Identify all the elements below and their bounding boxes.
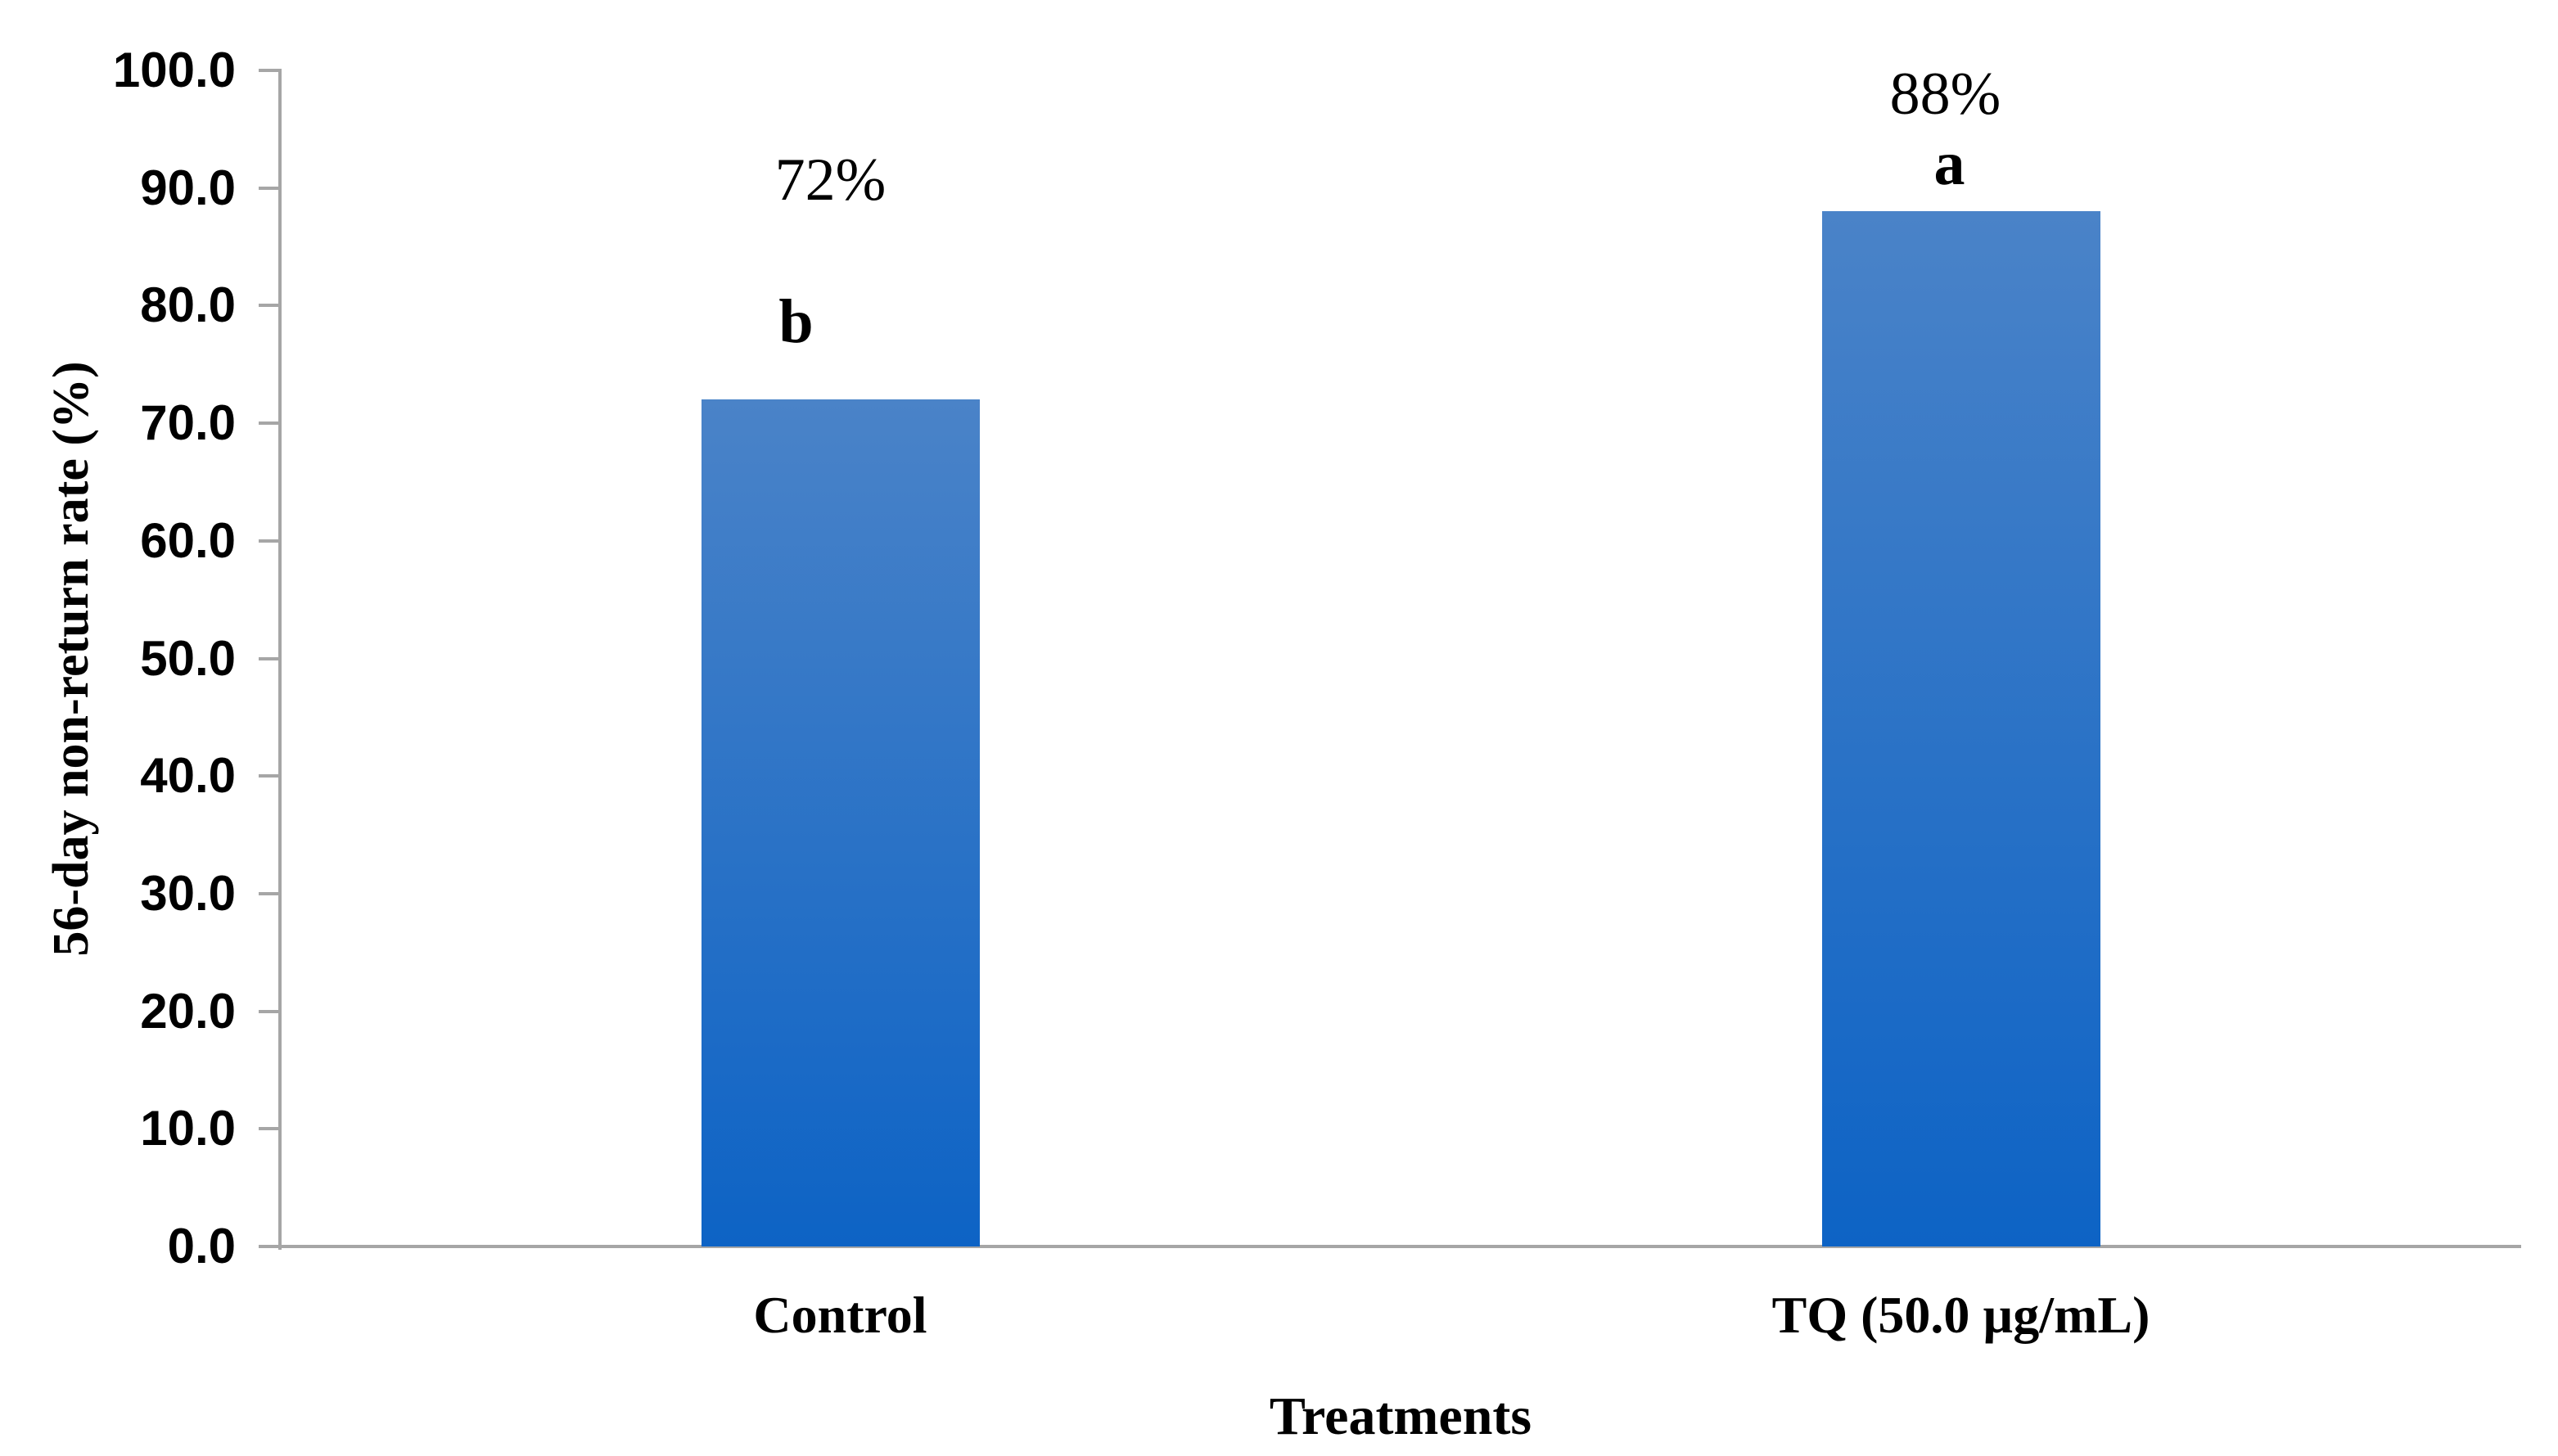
x-category-label: Control	[753, 1286, 927, 1344]
y-tick-label: 10.0	[140, 1101, 236, 1156]
y-tick-mark	[259, 1127, 280, 1131]
y-tick-label: 70.0	[140, 395, 236, 451]
y-tick-label: 90.0	[140, 160, 236, 215]
y-tick-label: 60.0	[140, 512, 236, 568]
y-tick-mark	[259, 304, 280, 308]
y-tick-label: 50.0	[140, 630, 236, 686]
bar-control	[701, 399, 980, 1246]
y-tick-label: 20.0	[140, 983, 236, 1039]
y-axis-title: 56-day non-return rate (%)	[43, 361, 99, 957]
x-axis-line	[280, 1245, 2521, 1248]
y-tick-mark	[259, 186, 280, 190]
y-tick-label: 0.0	[167, 1219, 236, 1273]
y-axis-line	[278, 69, 282, 1250]
y-tick-label: 80.0	[140, 277, 236, 333]
bar-value-label: 72%	[774, 147, 887, 214]
y-tick-mark	[259, 1009, 280, 1013]
y-tick-mark	[259, 656, 280, 660]
y-tick-mark	[259, 69, 280, 72]
bar-tq	[1821, 211, 2100, 1246]
y-tick-label: 30.0	[140, 865, 236, 921]
y-tick-mark	[259, 891, 280, 895]
x-category-label: TQ (50.0 µg/mL)	[1771, 1286, 2150, 1344]
y-tick-mark	[259, 539, 280, 543]
y-tick-mark	[259, 1245, 280, 1248]
significance-letter: b	[778, 287, 814, 357]
y-tick-mark	[259, 421, 280, 426]
x-axis-title: Treatments	[1269, 1386, 1532, 1446]
y-tick-mark	[259, 774, 280, 778]
y-tick-label: 40.0	[140, 748, 236, 804]
bar-value-label: 88%	[1889, 61, 2001, 128]
y-tick-label: 100.0	[112, 43, 236, 97]
significance-letter: a	[1933, 129, 1965, 199]
